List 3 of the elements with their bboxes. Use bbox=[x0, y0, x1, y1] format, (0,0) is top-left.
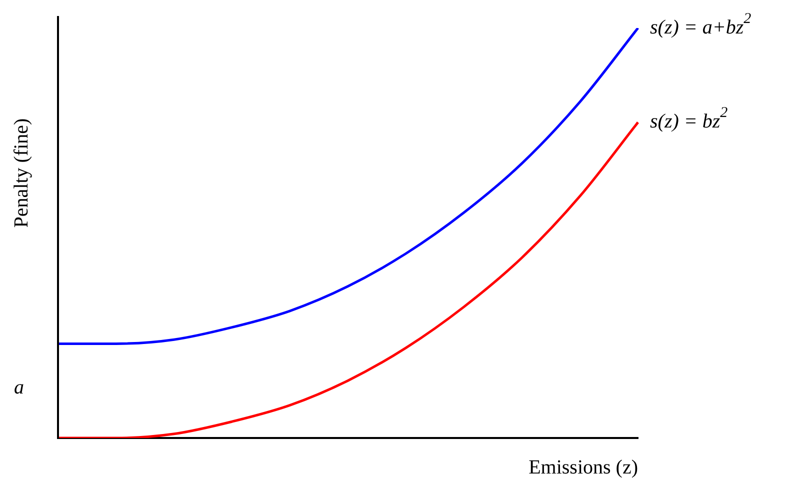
text: a bbox=[14, 376, 24, 398]
x-axis-title: Emissions (z) bbox=[528, 456, 638, 478]
y-axis-title: Penalty (fine) bbox=[10, 118, 32, 228]
